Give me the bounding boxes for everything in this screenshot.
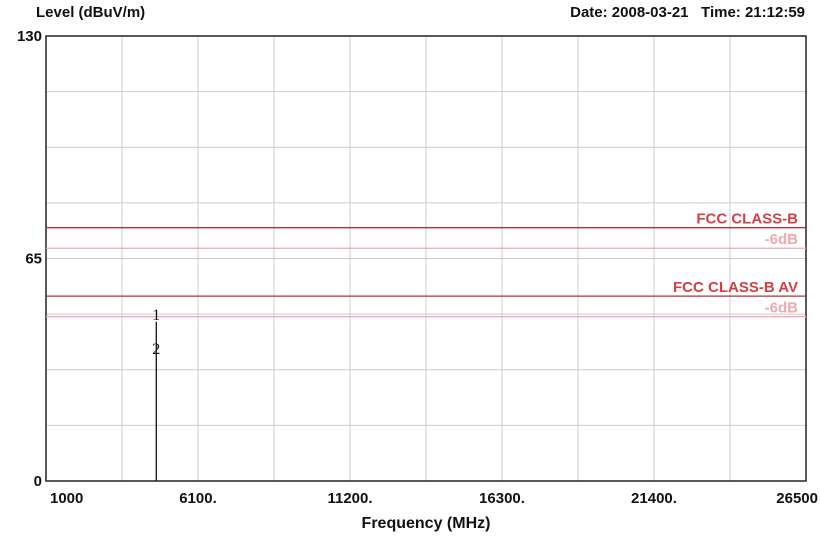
x-tick-label: 26500 xyxy=(776,490,818,507)
x-tick-label: 21400. xyxy=(631,490,677,507)
y-tick-label: 130 xyxy=(17,28,42,45)
date-time-readout: Date: 2008-03-21 Time: 21:12:59 xyxy=(570,4,805,21)
date-label: Date: xyxy=(570,4,608,21)
time-value: 21:12:59 xyxy=(744,4,805,21)
x-tick-label: 1000 xyxy=(50,490,83,507)
y-tick-label: 0 xyxy=(34,473,42,490)
axis-ticks: 1000 6100. 11200. 16300. 21400. 26500 0 65 130 xyxy=(17,28,818,507)
x-axis-title: Frequency (MHz) xyxy=(362,515,491,532)
limit-lines: FCC CLASS-B -6dB FCC CLASS-B AV -6dB xyxy=(46,211,806,318)
marker-label: 1 xyxy=(152,307,160,324)
plot-frame xyxy=(45,35,807,482)
x-tick-label: 11200. xyxy=(327,490,372,507)
limit-label: -6dB xyxy=(765,300,799,317)
time-label: Time: xyxy=(701,4,741,21)
measurement-marks: 12 xyxy=(152,307,160,481)
y-tick-label: 65 xyxy=(25,251,42,268)
y-axis-title: Level (dBuV/m) xyxy=(36,4,146,21)
x-tick-label: 6100. xyxy=(179,490,217,507)
limit-label: FCC CLASS-B AV xyxy=(673,279,798,296)
x-tick-label: 16300. xyxy=(479,490,525,507)
limit-label: -6dB xyxy=(765,231,799,248)
date-value: 2008-03-21 xyxy=(611,4,689,21)
grid-lines xyxy=(46,36,806,481)
marker-label: 2 xyxy=(152,341,160,358)
limit-label: FCC CLASS-B xyxy=(696,211,798,228)
